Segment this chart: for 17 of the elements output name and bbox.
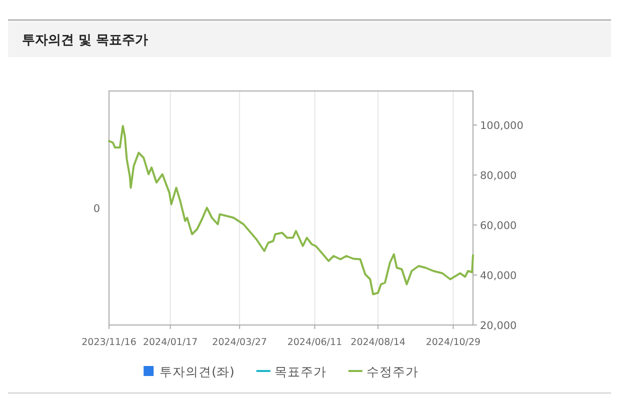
- legend-label: 수정주가: [366, 364, 418, 379]
- legend-label: 투자의견(좌): [160, 364, 234, 379]
- x-tick-label: 2024/06/11: [287, 337, 342, 348]
- y2-tick-label: 80,000: [480, 170, 517, 182]
- y2-tick-label: 60,000: [480, 220, 517, 232]
- line-series: [108, 125, 474, 296]
- chart-title: 투자의견 및 목표주가: [22, 33, 148, 48]
- y2-tick-label: 40,000: [480, 270, 517, 282]
- y2-tick-label: 20,000: [480, 320, 517, 332]
- x-tick-label: 2024/08/14: [350, 337, 406, 348]
- legend-label: 목표주가: [274, 364, 326, 379]
- x-tick-label: 2024/03/27: [212, 337, 267, 348]
- x-tick-label: 2023/11/16: [82, 337, 136, 348]
- x-tick-label: 2024/01/17: [142, 337, 198, 348]
- x-tick-label: 2024/10/29: [426, 337, 481, 348]
- y2-tick-label: 100,000: [480, 120, 524, 132]
- text: 0: [93, 203, 100, 215]
